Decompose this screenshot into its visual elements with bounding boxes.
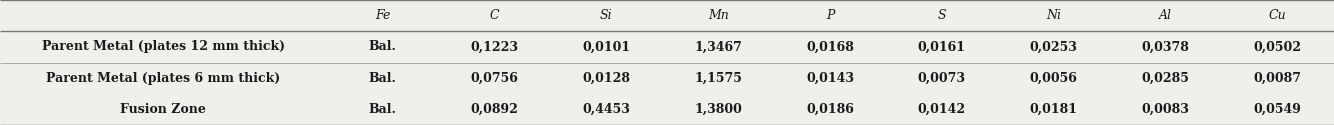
Text: Cu: Cu: [1269, 9, 1286, 22]
Text: Bal.: Bal.: [368, 103, 396, 116]
Text: 0,0142: 0,0142: [918, 103, 966, 116]
Text: 0,4453: 0,4453: [583, 103, 630, 116]
Text: 0,0892: 0,0892: [471, 103, 519, 116]
Text: 0,0181: 0,0181: [1030, 103, 1078, 116]
Text: 0,0056: 0,0056: [1030, 72, 1078, 85]
Text: Si: Si: [600, 9, 612, 22]
Text: 0,0161: 0,0161: [918, 40, 966, 53]
Text: Fe: Fe: [375, 9, 391, 22]
Text: Bal.: Bal.: [368, 40, 396, 53]
Text: 0,0378: 0,0378: [1142, 40, 1189, 53]
Text: Mn: Mn: [708, 9, 728, 22]
Text: P: P: [826, 9, 834, 22]
Text: Al: Al: [1159, 9, 1171, 22]
Text: 1,1575: 1,1575: [694, 72, 742, 85]
Text: 0,0101: 0,0101: [582, 40, 631, 53]
Text: 0,0143: 0,0143: [806, 72, 854, 85]
Text: 0,0087: 0,0087: [1253, 72, 1301, 85]
Text: 0,0073: 0,0073: [918, 72, 966, 85]
Text: 0,0168: 0,0168: [806, 40, 854, 53]
Text: 0,0285: 0,0285: [1142, 72, 1189, 85]
Text: Bal.: Bal.: [368, 72, 396, 85]
Text: 0,1223: 0,1223: [471, 40, 519, 53]
Text: 1,3467: 1,3467: [694, 40, 742, 53]
Text: 0,0186: 0,0186: [806, 103, 854, 116]
Text: 0,0128: 0,0128: [583, 72, 630, 85]
Text: Fusion Zone: Fusion Zone: [120, 103, 207, 116]
Text: Parent Metal (plates 12 mm thick): Parent Metal (plates 12 mm thick): [41, 40, 285, 53]
Text: 1,3800: 1,3800: [694, 103, 742, 116]
Text: 0,0502: 0,0502: [1253, 40, 1301, 53]
Text: 0,0756: 0,0756: [471, 72, 519, 85]
Text: C: C: [490, 9, 499, 22]
Text: Parent Metal (plates 6 mm thick): Parent Metal (plates 6 mm thick): [47, 72, 280, 85]
Text: 0,0253: 0,0253: [1030, 40, 1078, 53]
Text: Ni: Ni: [1046, 9, 1061, 22]
Text: 0,0083: 0,0083: [1142, 103, 1189, 116]
Text: S: S: [938, 9, 946, 22]
Text: 0,0549: 0,0549: [1253, 103, 1301, 116]
